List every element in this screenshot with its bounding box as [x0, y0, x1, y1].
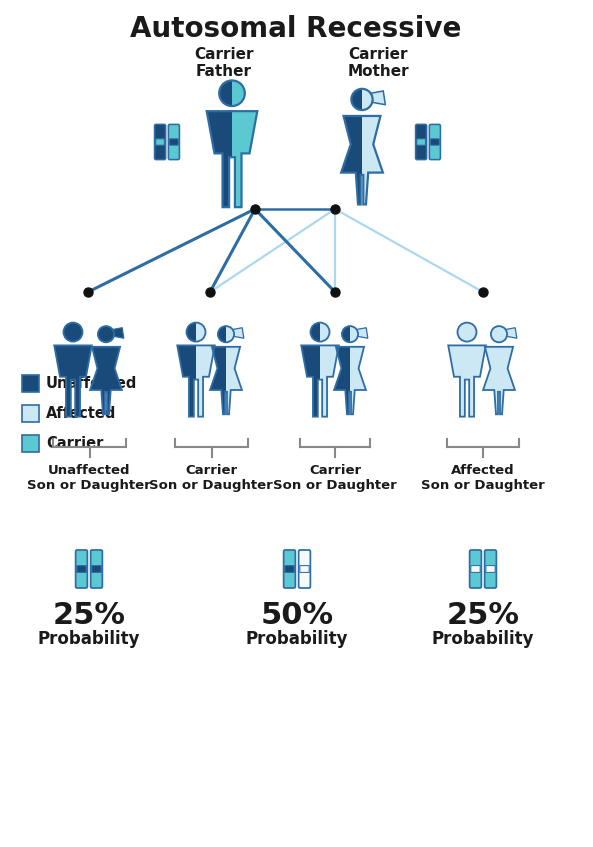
Polygon shape [106, 346, 122, 414]
FancyBboxPatch shape [471, 566, 480, 573]
FancyBboxPatch shape [486, 566, 495, 573]
Wedge shape [467, 323, 477, 341]
FancyBboxPatch shape [299, 550, 310, 588]
Text: Probability: Probability [38, 630, 141, 648]
Text: Carrier
Father: Carrier Father [195, 47, 254, 80]
Text: 25%: 25% [53, 601, 126, 629]
Wedge shape [73, 323, 82, 341]
Wedge shape [232, 80, 245, 106]
Text: 50%: 50% [260, 601, 333, 629]
Polygon shape [350, 346, 366, 414]
Wedge shape [311, 323, 320, 341]
Polygon shape [301, 346, 320, 417]
FancyBboxPatch shape [170, 139, 178, 145]
FancyBboxPatch shape [285, 566, 294, 573]
Polygon shape [366, 91, 385, 105]
Text: Unaffected
Son or Daughter: Unaffected Son or Daughter [27, 464, 151, 492]
Polygon shape [90, 346, 106, 414]
FancyBboxPatch shape [168, 125, 180, 159]
Polygon shape [177, 346, 196, 417]
Text: Carrier
Mother: Carrier Mother [347, 47, 409, 80]
Wedge shape [187, 323, 196, 341]
Wedge shape [458, 323, 467, 341]
Polygon shape [232, 111, 257, 208]
FancyBboxPatch shape [156, 139, 164, 145]
Wedge shape [499, 326, 507, 342]
Text: 25%: 25% [447, 601, 519, 629]
Polygon shape [109, 328, 124, 338]
Text: Carrier: Carrier [46, 436, 103, 451]
Polygon shape [196, 346, 215, 417]
Polygon shape [54, 346, 73, 417]
FancyBboxPatch shape [91, 550, 103, 588]
FancyBboxPatch shape [429, 125, 441, 159]
Polygon shape [334, 346, 350, 414]
Polygon shape [229, 328, 244, 338]
Polygon shape [483, 346, 499, 414]
FancyBboxPatch shape [416, 125, 426, 159]
Text: Affected: Affected [46, 406, 116, 421]
FancyBboxPatch shape [417, 139, 425, 145]
FancyBboxPatch shape [76, 550, 87, 588]
FancyBboxPatch shape [22, 375, 39, 392]
FancyBboxPatch shape [431, 139, 439, 145]
Text: Unaffected: Unaffected [46, 376, 138, 391]
Wedge shape [352, 89, 362, 110]
Polygon shape [210, 346, 226, 414]
Text: Carrier
Son or Daughter: Carrier Son or Daughter [149, 464, 273, 492]
Polygon shape [502, 328, 517, 338]
FancyBboxPatch shape [22, 405, 39, 422]
Polygon shape [499, 346, 515, 414]
Polygon shape [448, 346, 467, 417]
Wedge shape [362, 89, 372, 110]
Wedge shape [320, 323, 330, 341]
Wedge shape [106, 326, 114, 342]
Polygon shape [73, 346, 92, 417]
Polygon shape [467, 346, 486, 417]
Polygon shape [320, 346, 339, 417]
FancyBboxPatch shape [283, 550, 295, 588]
Wedge shape [98, 326, 106, 342]
Polygon shape [207, 111, 232, 208]
Text: Carrier
Son or Daughter: Carrier Son or Daughter [273, 464, 397, 492]
FancyBboxPatch shape [92, 566, 101, 573]
Text: Probability: Probability [432, 630, 534, 648]
Wedge shape [350, 326, 358, 342]
FancyBboxPatch shape [155, 125, 165, 159]
Polygon shape [353, 328, 368, 338]
FancyBboxPatch shape [484, 550, 496, 588]
FancyBboxPatch shape [77, 566, 86, 573]
Wedge shape [226, 326, 234, 342]
Wedge shape [63, 323, 73, 341]
Polygon shape [341, 116, 362, 204]
Text: Probability: Probability [246, 630, 348, 648]
Text: Autosomal Recessive: Autosomal Recessive [130, 15, 462, 43]
Wedge shape [219, 80, 232, 106]
Wedge shape [218, 326, 226, 342]
Polygon shape [362, 116, 383, 204]
FancyBboxPatch shape [300, 566, 309, 573]
Wedge shape [342, 326, 350, 342]
Wedge shape [196, 323, 206, 341]
FancyBboxPatch shape [470, 550, 482, 588]
Wedge shape [491, 326, 499, 342]
Text: Affected
Son or Daughter: Affected Son or Daughter [421, 464, 545, 492]
Polygon shape [226, 346, 242, 414]
FancyBboxPatch shape [22, 435, 39, 452]
